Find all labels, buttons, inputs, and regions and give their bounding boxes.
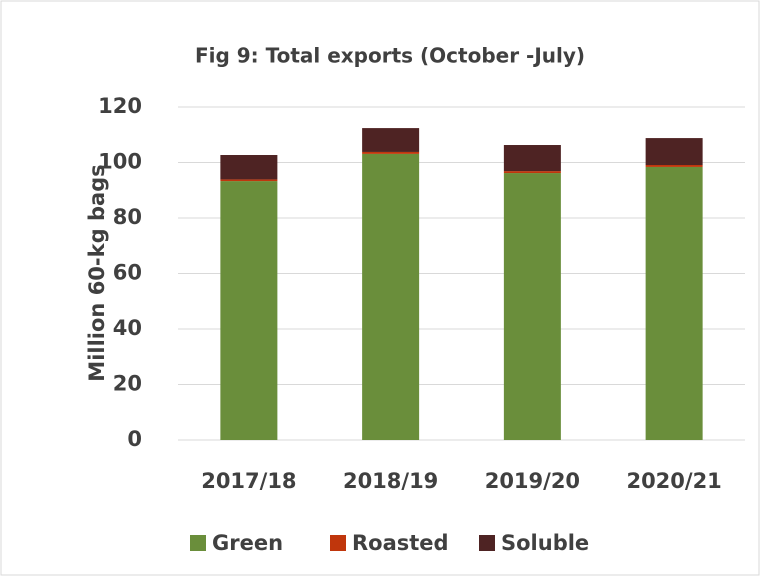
y-tick-label: 100 xyxy=(98,150,142,174)
y-tick-label: 0 xyxy=(127,427,142,451)
bar-segment xyxy=(645,164,703,167)
chart-title: Fig 9: Total exports (October -July) xyxy=(195,44,585,68)
x-tick-label: 2018/19 xyxy=(343,469,438,493)
bar-segment xyxy=(362,153,420,440)
x-tick-label: 2020/21 xyxy=(626,469,721,493)
y-tick-label: 80 xyxy=(113,205,142,229)
bar-segment xyxy=(645,138,703,165)
bar-segment xyxy=(503,173,561,441)
legend-swatch xyxy=(190,535,206,551)
legend-swatch xyxy=(330,535,346,551)
y-tick-label: 40 xyxy=(113,316,142,340)
bar-segment xyxy=(503,145,561,172)
bar-segment xyxy=(362,151,420,154)
bar-segment xyxy=(220,181,278,440)
x-tick-label: 2017/18 xyxy=(201,469,296,493)
bar-segment xyxy=(220,155,278,180)
y-axis-label: Million 60-kg bags xyxy=(85,164,109,381)
bar-segment xyxy=(645,166,703,440)
bar-segment xyxy=(362,128,420,152)
y-tick-label: 20 xyxy=(113,372,142,396)
legend-swatch xyxy=(479,535,495,551)
x-tick-label: 2019/20 xyxy=(485,469,580,493)
y-tick-label: 60 xyxy=(113,261,142,285)
legend-label: Green xyxy=(212,531,283,555)
legend-label: Soluble xyxy=(501,531,589,555)
bar-segment xyxy=(503,171,561,174)
y-tick-label: 120 xyxy=(98,94,142,118)
bar-segment xyxy=(220,179,278,182)
legend-label: Roasted xyxy=(352,531,449,555)
